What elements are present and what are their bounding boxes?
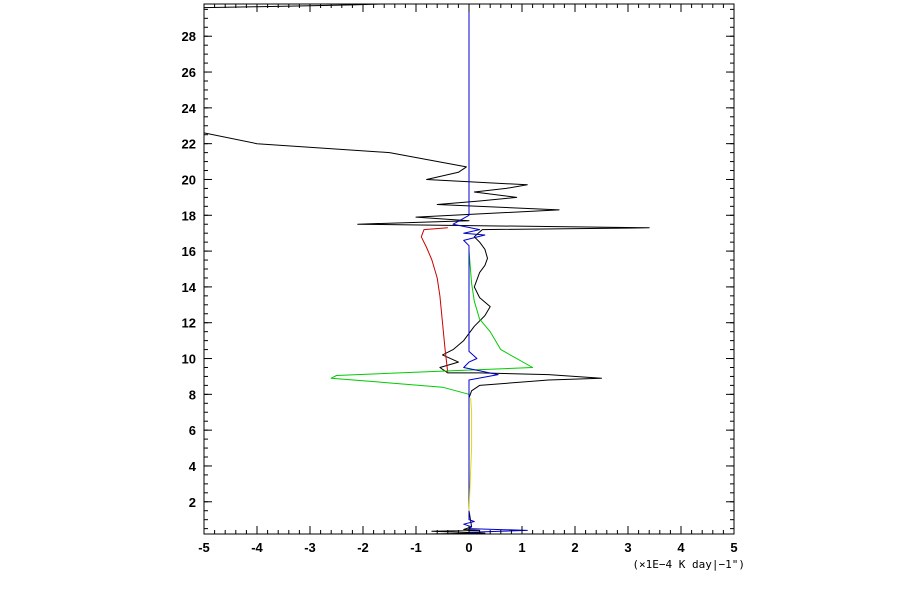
ticks-layer (203, 4, 735, 534)
y-tick-label: 24 (182, 101, 197, 116)
y-tick-label: 12 (182, 316, 196, 331)
series-line-3 (330, 251, 534, 395)
series-line-1 (204, 4, 385, 9)
x-unit-label: (×1E−4 K day|−1") (632, 558, 745, 571)
y-tick-label: 16 (182, 244, 196, 259)
series-line-2 (420, 227, 449, 373)
y-tick-label: 8 (189, 387, 196, 402)
x-tick-label: 2 (571, 540, 578, 555)
series-line-0 (204, 132, 650, 534)
y-tick-label: 10 (182, 352, 196, 367)
x-tick-label: 3 (624, 540, 631, 555)
x-tick-label: -1 (410, 540, 422, 555)
y-tick-label: 18 (182, 208, 196, 223)
y-tick-label: 4 (189, 459, 197, 474)
x-tick-label: -3 (304, 540, 316, 555)
y-tick-label: 14 (182, 280, 197, 295)
y-tick-label: 20 (182, 172, 196, 187)
x-tick-label: 0 (465, 540, 472, 555)
x-tick-label: 5 (730, 540, 737, 555)
x-tick-label: -2 (357, 540, 369, 555)
y-tick-label: 26 (182, 65, 196, 80)
x-tick-label: 1 (518, 540, 525, 555)
series-layer (204, 4, 650, 534)
y-tick-label: 28 (182, 29, 196, 44)
y-tick-label: 2 (189, 495, 196, 510)
x-tick-label: -4 (251, 540, 263, 555)
x-tick-label: 4 (677, 540, 685, 555)
series-line-5 (468, 397, 473, 511)
y-tick-label: 6 (189, 423, 196, 438)
series-line-4 (452, 4, 528, 533)
x-tick-label: -5 (198, 540, 210, 555)
y-tick-label: 22 (182, 137, 196, 152)
